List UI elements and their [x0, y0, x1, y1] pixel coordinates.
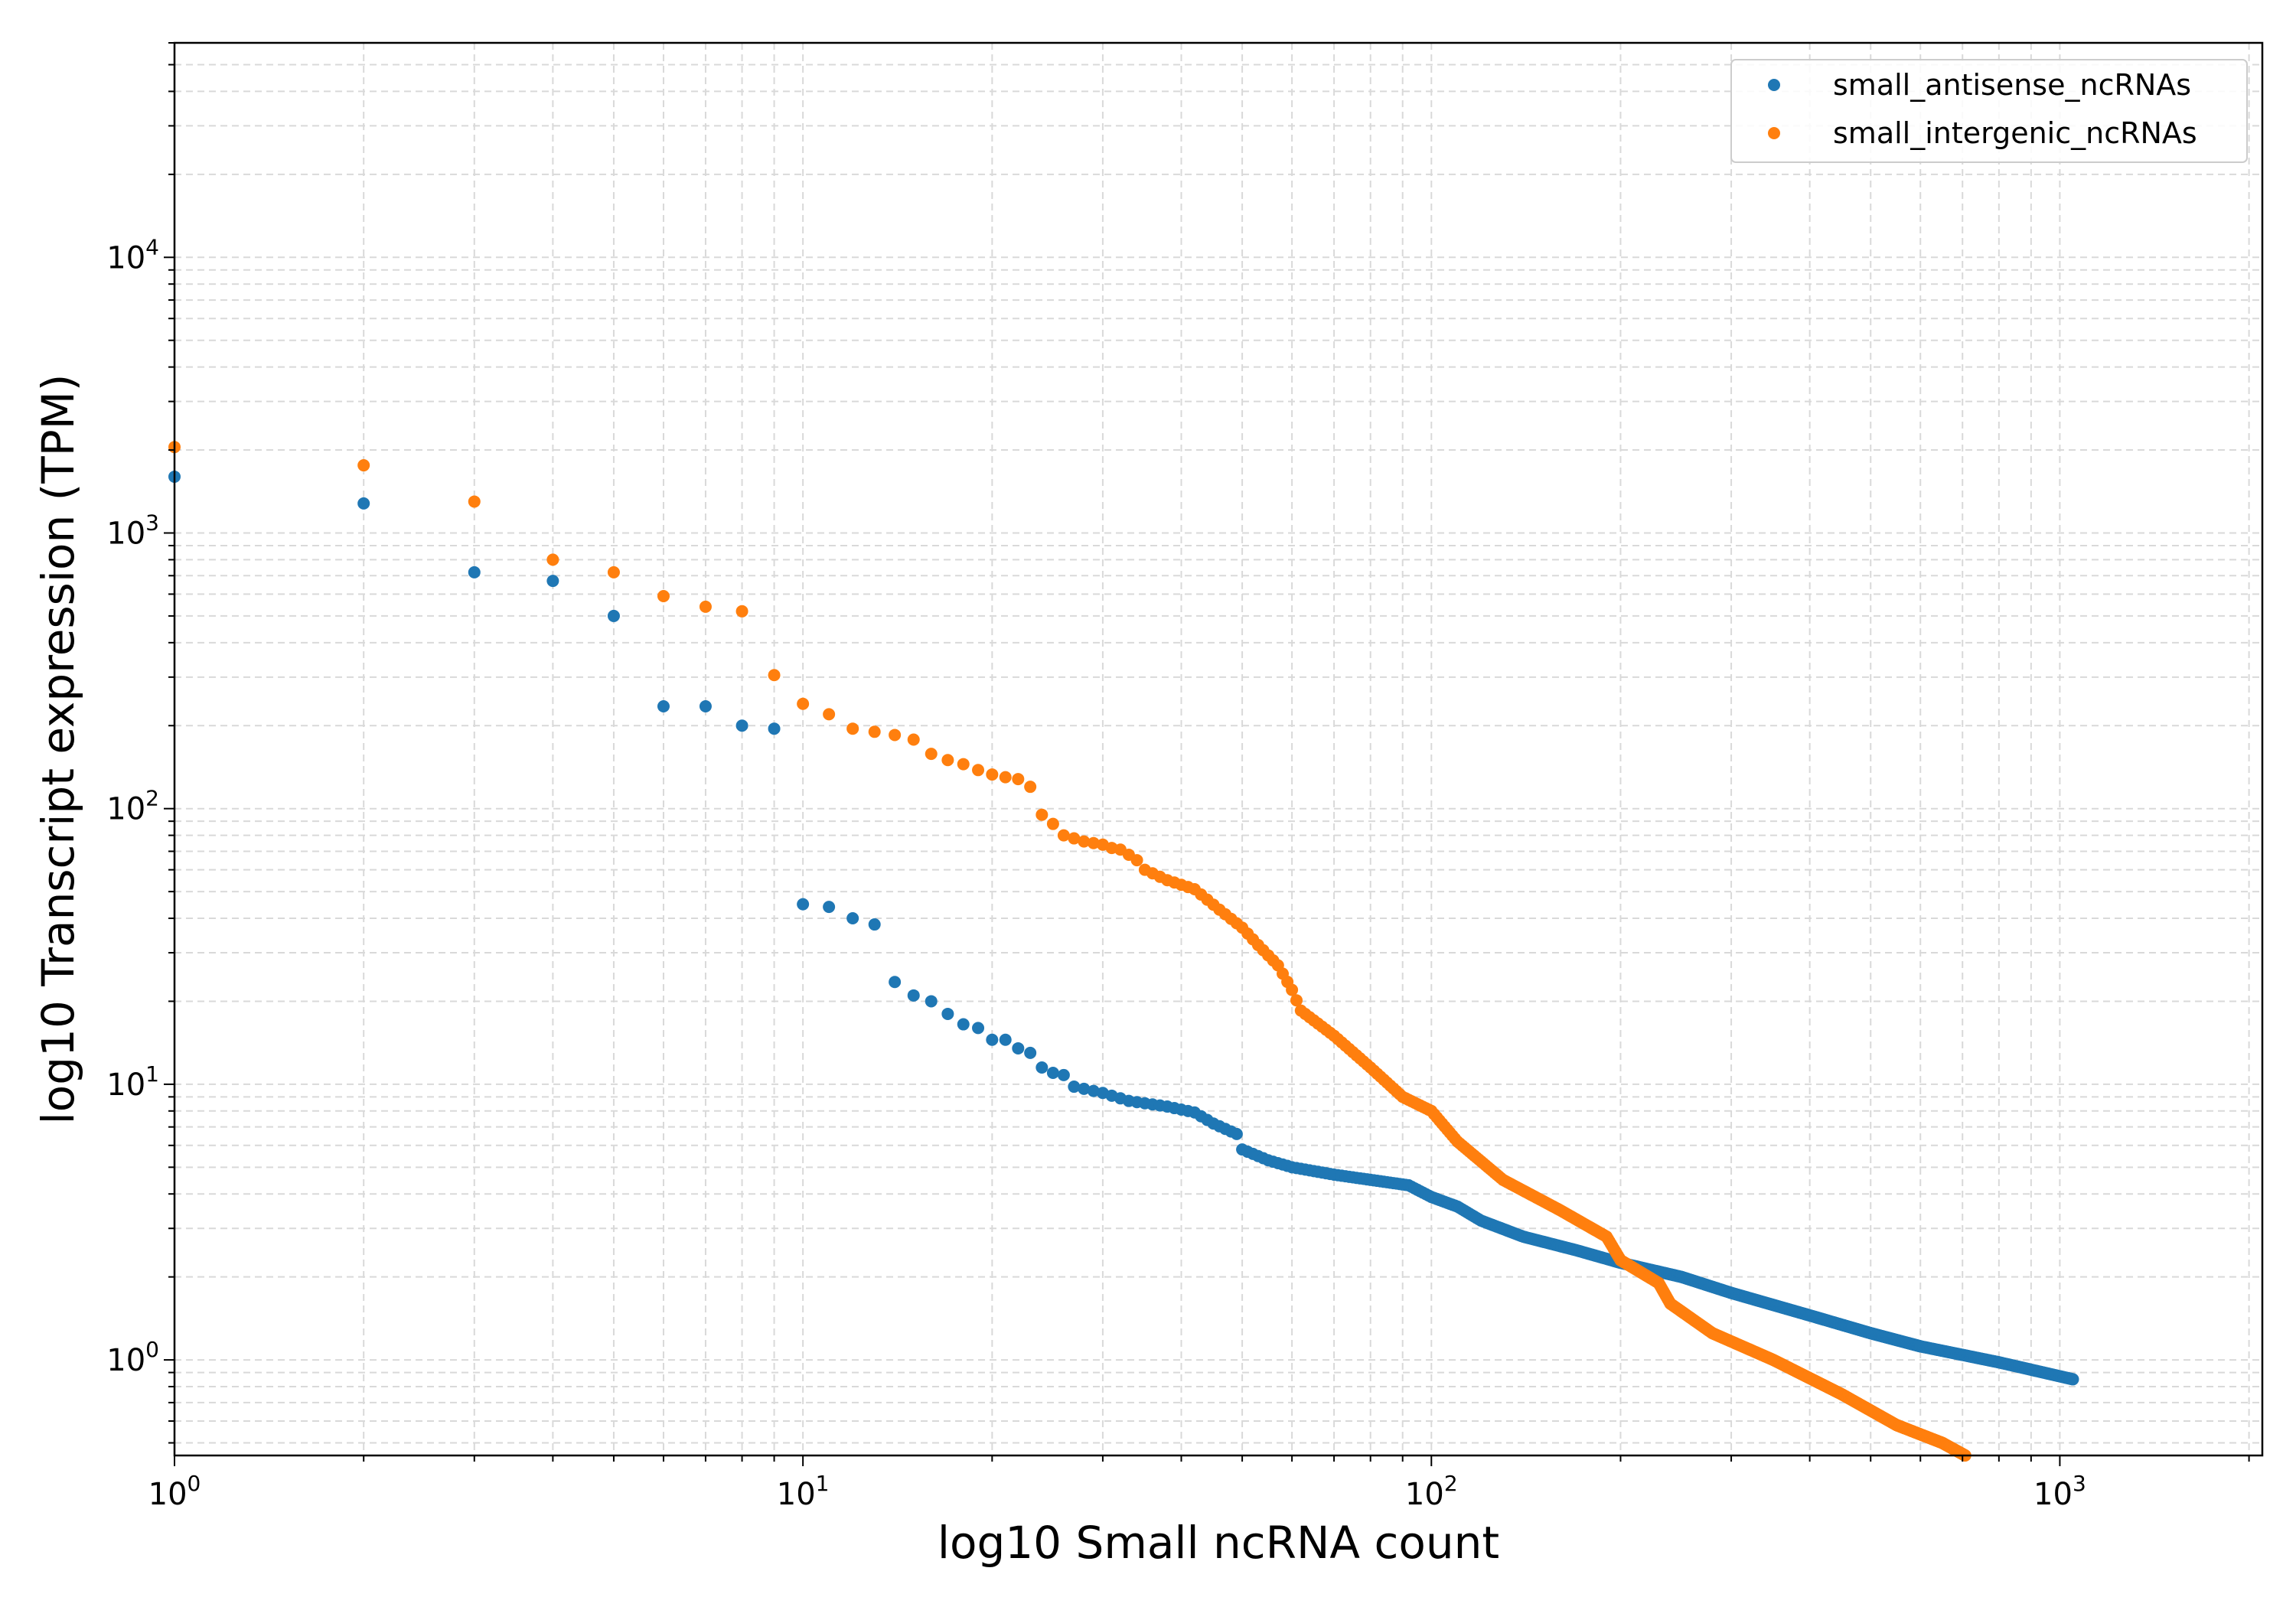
data-point: [972, 1022, 985, 1035]
data-point: [1068, 832, 1081, 845]
data-point: [823, 901, 836, 914]
y-tick-label: 103: [106, 510, 159, 551]
legend-label-intergenic: small_intergenic_ncRNAs: [1833, 116, 2197, 150]
data-point: [941, 1007, 954, 1020]
data-point: [1057, 1068, 1070, 1081]
legend-marker-antisense: [1768, 79, 1780, 91]
legend-box: [1730, 59, 2248, 163]
plot-frame: [173, 41, 2264, 1457]
data-point: [846, 912, 859, 925]
data-point: [868, 725, 881, 738]
data-point: [1012, 1041, 1025, 1054]
data-point: [1024, 781, 1037, 794]
data-point: [546, 575, 559, 588]
data-point: [1035, 808, 1049, 821]
data-point: [925, 995, 938, 1008]
data-point: [797, 697, 810, 710]
data-point: [546, 553, 559, 566]
data-point: [1078, 1082, 1091, 1095]
legend: small_antisense_ncRNAs small_intergenic_…: [1730, 59, 2248, 163]
data-point: [972, 764, 985, 777]
data-point: [699, 600, 712, 613]
data-point: [468, 495, 481, 508]
data-point: [607, 609, 620, 622]
legend-marker-intergenic: [1768, 127, 1780, 139]
data-point: [357, 459, 370, 472]
data-point: [657, 700, 670, 713]
data-point: [1286, 983, 1299, 996]
axis-ticks: 100 101 102 103 100 101 102 103 104: [106, 42, 2250, 1512]
x-tick-label: 100: [148, 1471, 201, 1512]
data-point: [999, 771, 1012, 784]
data-point: [986, 768, 999, 781]
data-point: [999, 1033, 1012, 1046]
data-point: [607, 566, 620, 579]
data-point: [1290, 994, 1303, 1007]
data-point: [907, 733, 920, 746]
y-tick-label: 100: [106, 1337, 159, 1378]
data-point: [1046, 1066, 1059, 1079]
data-point: [846, 722, 859, 735]
data-point: [468, 566, 481, 579]
x-axis-label: log10 Small ncRNA count: [938, 1517, 1499, 1569]
data-point: [768, 669, 781, 682]
data-point: [657, 590, 670, 603]
y-tick-label: 102: [106, 786, 159, 827]
data-point: [1087, 1084, 1100, 1097]
data-point: [797, 898, 810, 911]
data-point: [699, 700, 712, 713]
x-tick-label: 101: [777, 1471, 830, 1512]
series-small_intergenic_ncRNAs: [168, 441, 1971, 1462]
data-point: [1024, 1046, 1037, 1059]
data-point: [823, 708, 836, 721]
x-tick-label: 103: [2033, 1471, 2086, 1512]
data-point: [735, 719, 748, 732]
data-point: [1230, 1127, 1243, 1140]
data-point: [889, 976, 902, 989]
data-point: [1078, 835, 1091, 848]
y-tick-label: 101: [106, 1061, 159, 1103]
legend-label-antisense: small_antisense_ncRNAs: [1833, 68, 2191, 102]
x-tick-label: 102: [1405, 1471, 1458, 1512]
data-point: [2066, 1373, 2079, 1386]
data-point: [907, 989, 920, 1002]
y-axis-label: log10 Transcript expression (TPM): [32, 374, 84, 1125]
data-point: [357, 497, 370, 510]
data-point: [1068, 1081, 1081, 1094]
data-point: [768, 722, 781, 735]
data-point: [925, 748, 938, 761]
data-series: [168, 441, 2079, 1462]
data-point: [889, 729, 902, 742]
data-point: [1035, 1061, 1049, 1074]
y-tick-label: 104: [106, 234, 159, 275]
data-point: [1130, 854, 1143, 867]
data-point: [941, 754, 954, 767]
data-point: [1087, 836, 1100, 849]
data-point: [1046, 817, 1059, 830]
data-point: [957, 1018, 970, 1031]
data-point: [957, 758, 970, 771]
data-point: [868, 918, 881, 931]
data-point: [1057, 829, 1070, 842]
data-point: [1012, 773, 1025, 786]
data-point: [986, 1033, 999, 1046]
data-point: [735, 605, 748, 618]
